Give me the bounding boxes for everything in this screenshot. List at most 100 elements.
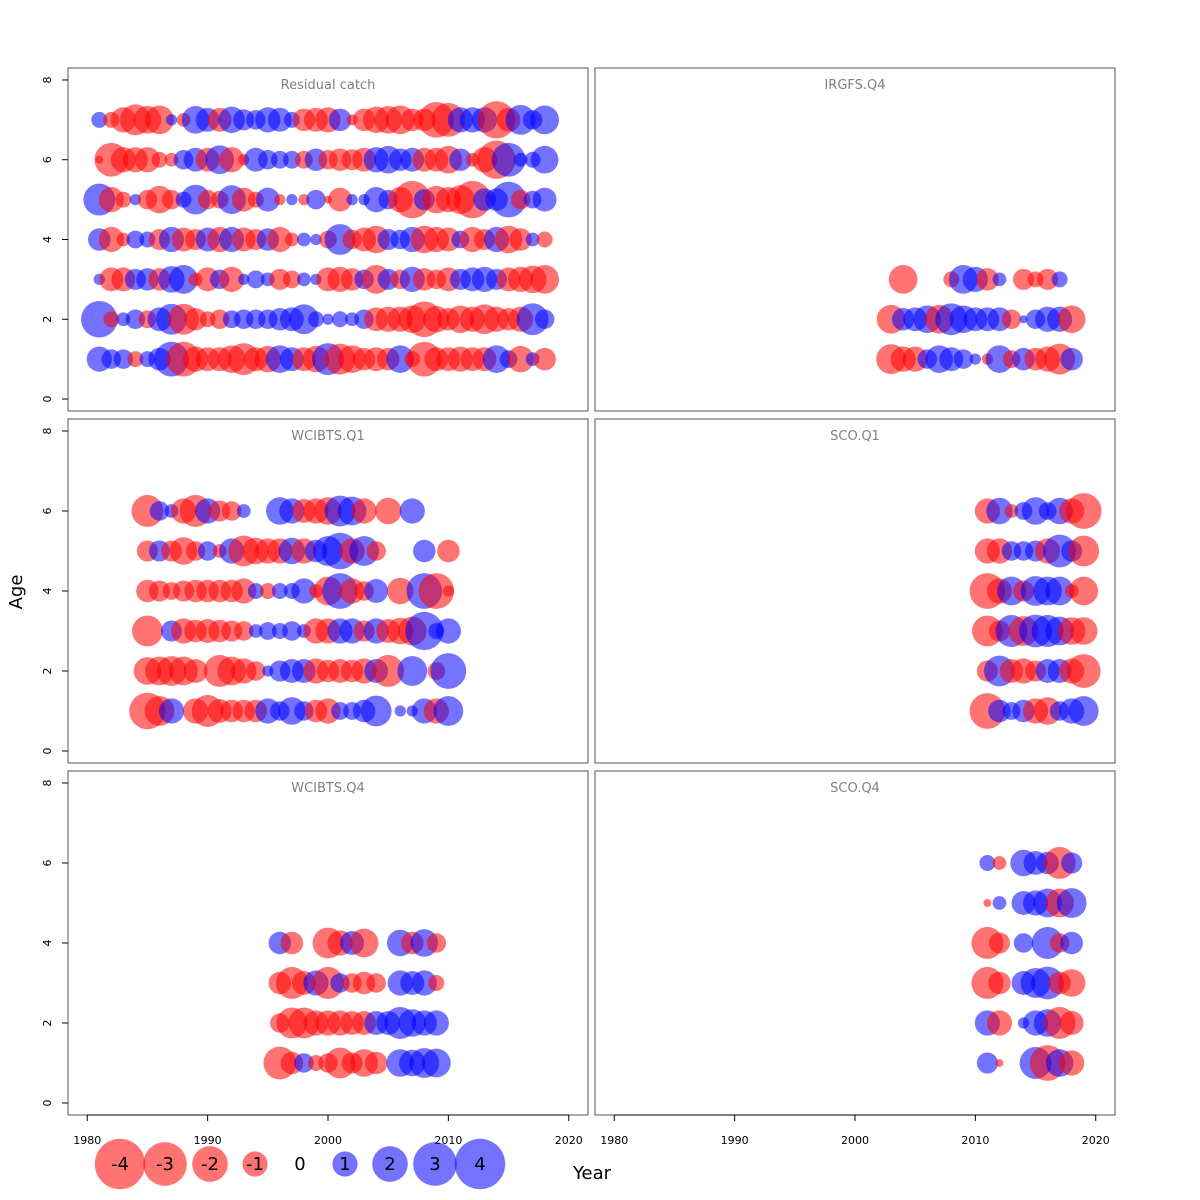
residual-bubble	[411, 970, 437, 996]
panels-layer: Residual catch 0 2 4 6 8 IRGFS.Q4 WCIBTS.Q1 0 2 4 6…	[41, 67, 1116, 1147]
residual-bubble	[1056, 888, 1087, 918]
panel-title: WCIBTS.Q1	[291, 429, 365, 444]
residual-bubble	[284, 232, 299, 247]
y-tick-label: 6	[41, 156, 54, 163]
residual-bubble	[507, 345, 534, 373]
residual-bubble	[267, 226, 293, 253]
panel-title: SCO.Q4	[830, 781, 880, 796]
residual-bubble	[151, 151, 168, 168]
residual-bubble	[332, 311, 349, 328]
y-tick-label: 0	[41, 396, 54, 403]
residual-bubble	[969, 353, 982, 365]
residual-bubble	[986, 1010, 1013, 1036]
residual-bubble	[289, 304, 319, 335]
residual-bubble	[988, 971, 1011, 995]
residual-bubble	[231, 578, 257, 604]
residual-bubble	[149, 501, 170, 521]
residual-bubble	[421, 1048, 451, 1078]
legend-label: 3	[429, 1154, 440, 1175]
residual-bubble	[351, 498, 377, 524]
residual-bubble	[366, 973, 386, 993]
residual-bubble	[307, 311, 324, 328]
panel-5: SCO.Q4 1980 1990 2000 2010 2020	[594, 770, 1116, 1147]
x-tick-label: 1980	[600, 1134, 628, 1147]
legend-label: 4	[474, 1154, 485, 1175]
residual-bubble	[127, 351, 144, 368]
y-axis-title: Age	[6, 575, 27, 610]
residual-bubble	[231, 187, 256, 212]
legend-label: -4	[111, 1154, 129, 1175]
legend-label: -1	[246, 1154, 264, 1175]
residual-bubble	[534, 309, 555, 330]
residual-bubble	[992, 896, 1007, 910]
residual-bubble	[953, 349, 974, 369]
residual-bubble	[399, 498, 425, 524]
residual-bubble	[219, 147, 245, 173]
residual-bubble	[976, 268, 999, 291]
legend-bubble	[242, 1151, 268, 1177]
residual-bubble	[184, 307, 207, 331]
residual-bubble	[983, 899, 992, 907]
residual-bubble	[291, 578, 317, 604]
panel-3: SCO.Q1	[594, 418, 1116, 764]
y-tick-label: 4	[41, 236, 54, 243]
residual-bubble	[258, 622, 277, 640]
residual-bubble	[530, 105, 560, 135]
residual-bubble	[1068, 696, 1099, 726]
residual-bubble	[1045, 576, 1074, 606]
residual-bubble	[98, 187, 124, 213]
y-tick-label: 2	[41, 668, 54, 675]
residual-bubble	[246, 270, 265, 289]
x-tick-label: 1990	[194, 1134, 222, 1147]
residual-bubble	[491, 142, 526, 177]
residual-bubble	[116, 232, 131, 247]
residual-bubble	[988, 932, 1010, 954]
x-tick-label: 1980	[73, 1134, 101, 1147]
residual-bubble	[145, 105, 174, 135]
residual-bubble	[360, 695, 392, 727]
residual-bubble	[322, 313, 334, 325]
residual-bubble	[992, 272, 1007, 287]
x-tick-label: 2010	[961, 1134, 989, 1147]
residual-bubble	[297, 232, 311, 247]
residual-bubble	[986, 497, 1013, 525]
residual-bubble	[372, 655, 405, 687]
residual-bubble	[183, 659, 208, 683]
legend-bubble	[192, 1146, 228, 1182]
residual-bubble	[888, 265, 918, 294]
residual-bubble	[533, 347, 556, 371]
residual-bubble	[513, 152, 528, 167]
residual-bubble	[1060, 931, 1083, 955]
y-tick-label: 2	[41, 1020, 54, 1027]
residual-bubble	[91, 111, 108, 128]
residual-bubble	[525, 232, 540, 247]
y-tick-label: 6	[41, 508, 54, 515]
residual-bubble	[435, 618, 461, 644]
residual-bubble	[1059, 1011, 1084, 1035]
legend: -4 -3 -2 -1 0 1 2 3 4	[94, 1138, 506, 1190]
residual-bubble	[394, 705, 406, 717]
residual-bubble	[536, 231, 553, 248]
residual-bubble	[259, 583, 276, 599]
residual-bubble	[271, 583, 288, 599]
panel-frame	[594, 67, 1116, 412]
residual-bubble	[132, 615, 163, 647]
residual-bubble	[282, 621, 302, 641]
residual-bubble	[430, 653, 467, 689]
residual-bubble	[1066, 654, 1101, 688]
residual-bubble	[115, 191, 132, 208]
residual-bubble	[532, 187, 557, 212]
residual-bubble	[197, 541, 218, 561]
panel-title: WCIBTS.Q4	[291, 781, 365, 796]
residual-bubble	[126, 230, 145, 249]
y-tick-label: 0	[41, 1100, 54, 1107]
residual-bubble	[98, 226, 124, 253]
residual-bubble	[346, 193, 358, 206]
legend-bubble	[143, 1142, 187, 1186]
residual-bubble	[366, 541, 386, 561]
residual-bubble	[1060, 347, 1083, 371]
panel-frame	[594, 418, 1116, 764]
panel-2: WCIBTS.Q1 0 2 4 6 8	[41, 418, 589, 764]
y-tick-label: 4	[41, 940, 54, 947]
